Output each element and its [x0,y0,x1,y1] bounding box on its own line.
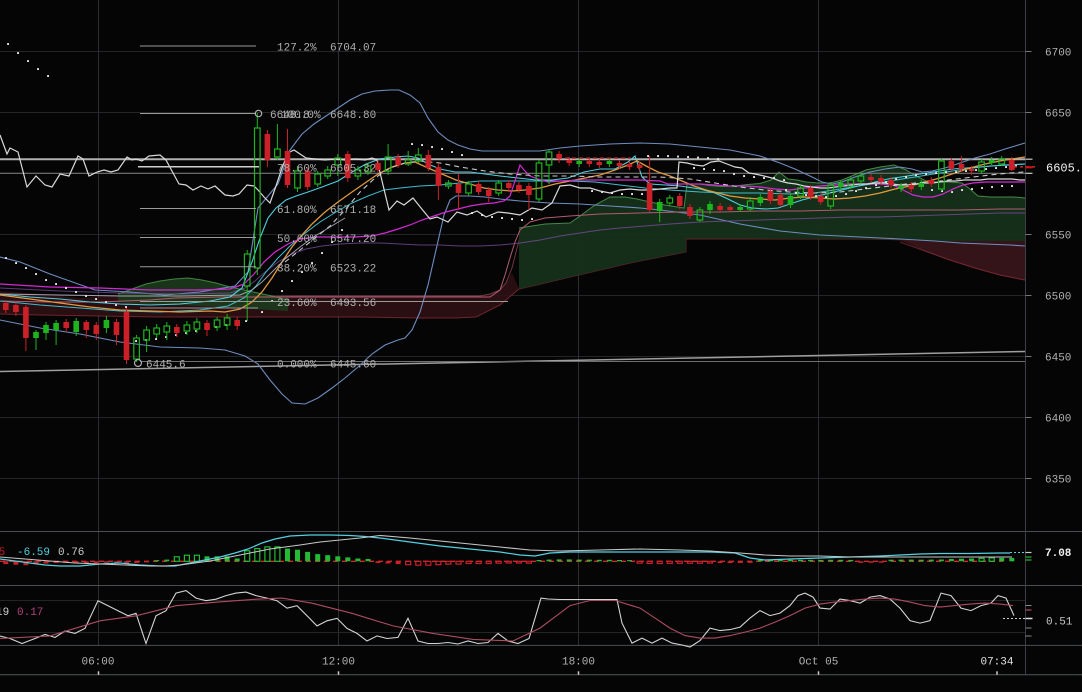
svg-text:23.60%: 23.60% [277,298,317,310]
svg-text:6704.07: 6704.07 [330,43,376,55]
svg-text:0.000%: 0.000% [277,360,317,372]
svg-text:6500: 6500 [1045,292,1071,304]
svg-text:6445.6: 6445.6 [146,360,186,372]
svg-text:6700: 6700 [1045,48,1071,60]
svg-text:6605.32: 6605.32 [330,163,376,175]
svg-text:18:00: 18:00 [562,657,595,669]
svg-text:12:00: 12:00 [322,657,355,669]
svg-text:78.60%: 78.60% [277,163,317,175]
svg-text:0.76: 0.76 [58,547,84,559]
svg-text:6445.60: 6445.60 [330,360,376,372]
svg-text:7.08: 7.08 [1045,548,1072,560]
svg-text:6547.20: 6547.20 [330,234,376,246]
svg-text:07:34: 07:34 [980,657,1013,669]
svg-text:6648.80: 6648.80 [330,110,376,122]
svg-text:6400: 6400 [1045,414,1071,426]
svg-text:6350: 6350 [1045,475,1071,487]
svg-text:61.80%: 61.80% [277,205,317,217]
svg-text:0.51: 0.51 [1046,617,1073,629]
svg-text:6648.8: 6648.8 [270,110,310,122]
svg-text:38.20%: 38.20% [277,263,317,275]
svg-text:100.0%: 100.0% [281,110,321,122]
svg-text:Oct 05: Oct 05 [799,657,839,669]
svg-text:0.17: 0.17 [17,607,43,619]
svg-text:6571.18: 6571.18 [330,205,376,217]
svg-text:6650: 6650 [1045,109,1071,121]
svg-text:35: 35 [0,547,5,559]
svg-text:6450: 6450 [1045,353,1071,365]
svg-text:6605.2: 6605.2 [1046,161,1082,175]
svg-text:6523.22: 6523.22 [330,263,376,275]
svg-text:06:00: 06:00 [81,657,114,669]
svg-text:127.2%: 127.2% [277,43,317,55]
svg-text:6550: 6550 [1045,231,1071,243]
svg-text:-6.59: -6.59 [17,547,50,559]
svg-text:19: 19 [0,607,9,619]
svg-text:6493.56: 6493.56 [330,298,376,310]
svg-text:50.00%: 50.00% [277,234,317,246]
